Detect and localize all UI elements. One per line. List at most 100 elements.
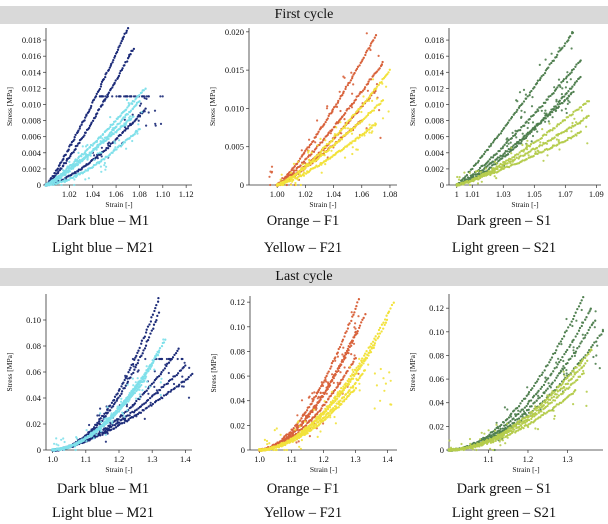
data-point [331,399,335,402]
data-point [326,372,329,375]
data-point [55,437,58,440]
data-point [316,415,319,418]
data-point [120,397,123,400]
data-point [299,164,302,167]
data-point [330,365,333,368]
data-point [320,381,323,384]
data-point [125,402,128,405]
data-point [538,396,541,399]
data-point [582,117,585,120]
data-point [367,80,370,83]
data-point [176,349,179,353]
data-point [384,382,387,385]
data-point [377,54,380,57]
data-point [343,374,346,377]
data-point [346,347,350,351]
data-point [352,342,356,345]
data-point [88,146,92,149]
data-point [83,170,86,174]
data-point [136,377,139,380]
data-point [105,138,108,141]
data-point [149,320,153,323]
x-tick-label: 1.4 [180,454,191,464]
data-point [327,384,330,387]
data-point [149,367,152,371]
data-point [99,407,102,410]
data-point [367,354,370,357]
data-point [135,415,138,418]
data-point [107,141,111,144]
y-tick-label: 0.02 [26,419,41,429]
data-point [507,138,510,142]
data-point [96,112,99,115]
data-point [468,171,471,174]
data-point [123,64,126,67]
data-point [361,372,364,376]
data-point [550,52,553,55]
data-point [99,85,103,88]
data-point [376,332,379,335]
data-point [526,402,530,405]
data-point [529,150,532,153]
data-point [565,75,568,78]
data-point [338,390,341,393]
data-point [529,388,533,392]
data-point [575,319,578,322]
data-point [350,319,353,323]
data-point [538,63,541,66]
data-point [580,109,583,112]
data-point [553,379,557,382]
data-point [571,85,574,88]
data-point [111,422,114,425]
data-point [292,178,295,182]
data-point [145,371,148,375]
data-point [159,95,162,98]
data-point [335,103,338,106]
data-point [571,30,574,34]
data-point [136,132,139,135]
data-point [297,432,301,436]
data-point [270,165,274,168]
data-point [496,165,499,169]
data-point [358,122,361,125]
data-point [550,356,554,359]
data-point [557,50,560,53]
data-point [345,349,349,353]
data-point [101,133,105,136]
data-point [557,139,560,142]
data-point [99,140,102,143]
data-point [137,407,140,410]
data-point [493,160,497,163]
data-point [527,393,530,396]
data-point [295,441,298,444]
data-point [189,374,192,377]
data-point [542,118,545,122]
data-point [138,346,141,350]
data-point [585,354,588,357]
data-point [539,141,542,144]
data-point [366,89,369,92]
data-point [162,394,166,397]
data-point [146,380,149,383]
data-point [342,126,345,130]
data-point [333,133,336,136]
data-point [120,39,123,43]
data-point [353,311,356,314]
series-0 [447,295,605,453]
data-point [312,150,316,153]
data-point [315,419,318,422]
data-point [167,361,171,364]
data-point [144,107,147,110]
data-point [583,336,586,339]
data-point [127,419,130,422]
data-point [113,395,117,398]
data-point [585,125,588,128]
y-axis-label: Stress [MPa] [209,354,218,393]
data-point [70,443,73,447]
data-point [315,147,318,150]
data-point [545,133,548,137]
data-point [314,135,317,139]
data-point [158,357,161,361]
data-point [319,430,322,433]
data-point [354,307,357,311]
